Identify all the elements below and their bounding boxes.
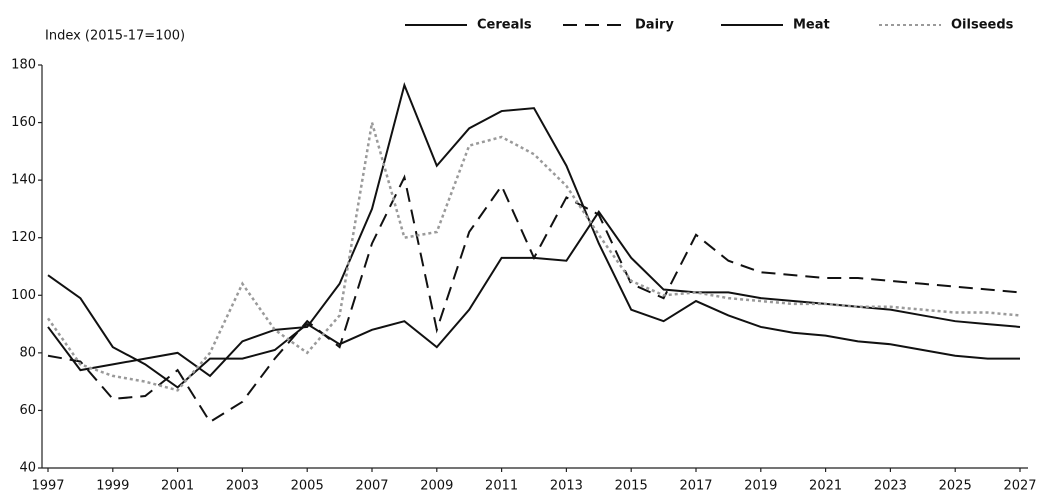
x-tick-label: 2027 bbox=[1003, 479, 1036, 494]
x-tick-label: 2013 bbox=[550, 479, 583, 494]
y-tick-label: 140 bbox=[11, 173, 36, 188]
y-tick-label: 160 bbox=[11, 115, 36, 130]
x-tick-label: 2009 bbox=[420, 479, 453, 494]
x-tick-label: 2007 bbox=[355, 479, 388, 494]
y-tick-label: 40 bbox=[19, 461, 36, 476]
series-line bbox=[47, 81, 1020, 378]
x-tick-label: 2025 bbox=[939, 479, 972, 494]
x-tick-label: 1997 bbox=[31, 479, 64, 494]
y-tick-label: 120 bbox=[11, 230, 36, 245]
y-axis-label: Index (2015-17=100) bbox=[45, 29, 185, 44]
x-tick-label: 1999 bbox=[96, 479, 129, 494]
x-tick-label: 2021 bbox=[809, 479, 842, 494]
legend-label: Meat bbox=[793, 18, 830, 33]
x-tick-label: 2023 bbox=[874, 479, 907, 494]
x-tick-label: 2011 bbox=[485, 479, 518, 494]
y-tick-label: 80 bbox=[19, 345, 36, 360]
legend-label: Dairy bbox=[635, 18, 674, 33]
y-tick-label: 60 bbox=[19, 403, 36, 418]
x-tick-label: 2003 bbox=[226, 479, 259, 494]
y-tick-label: 100 bbox=[11, 288, 36, 303]
x-tick-label: 2019 bbox=[744, 479, 777, 494]
legend-label: Oilseeds bbox=[951, 18, 1014, 33]
series-line bbox=[47, 210, 1021, 389]
y-tick-label: 180 bbox=[11, 58, 36, 73]
series-line bbox=[46, 122, 1021, 392]
x-tick-label: 2005 bbox=[291, 479, 324, 494]
legend-label: Cereals bbox=[477, 18, 532, 33]
series-line bbox=[47, 174, 1021, 424]
x-tick-label: 2001 bbox=[161, 479, 194, 494]
x-tick-label: 2017 bbox=[679, 479, 712, 494]
x-tick-label: 2015 bbox=[615, 479, 648, 494]
